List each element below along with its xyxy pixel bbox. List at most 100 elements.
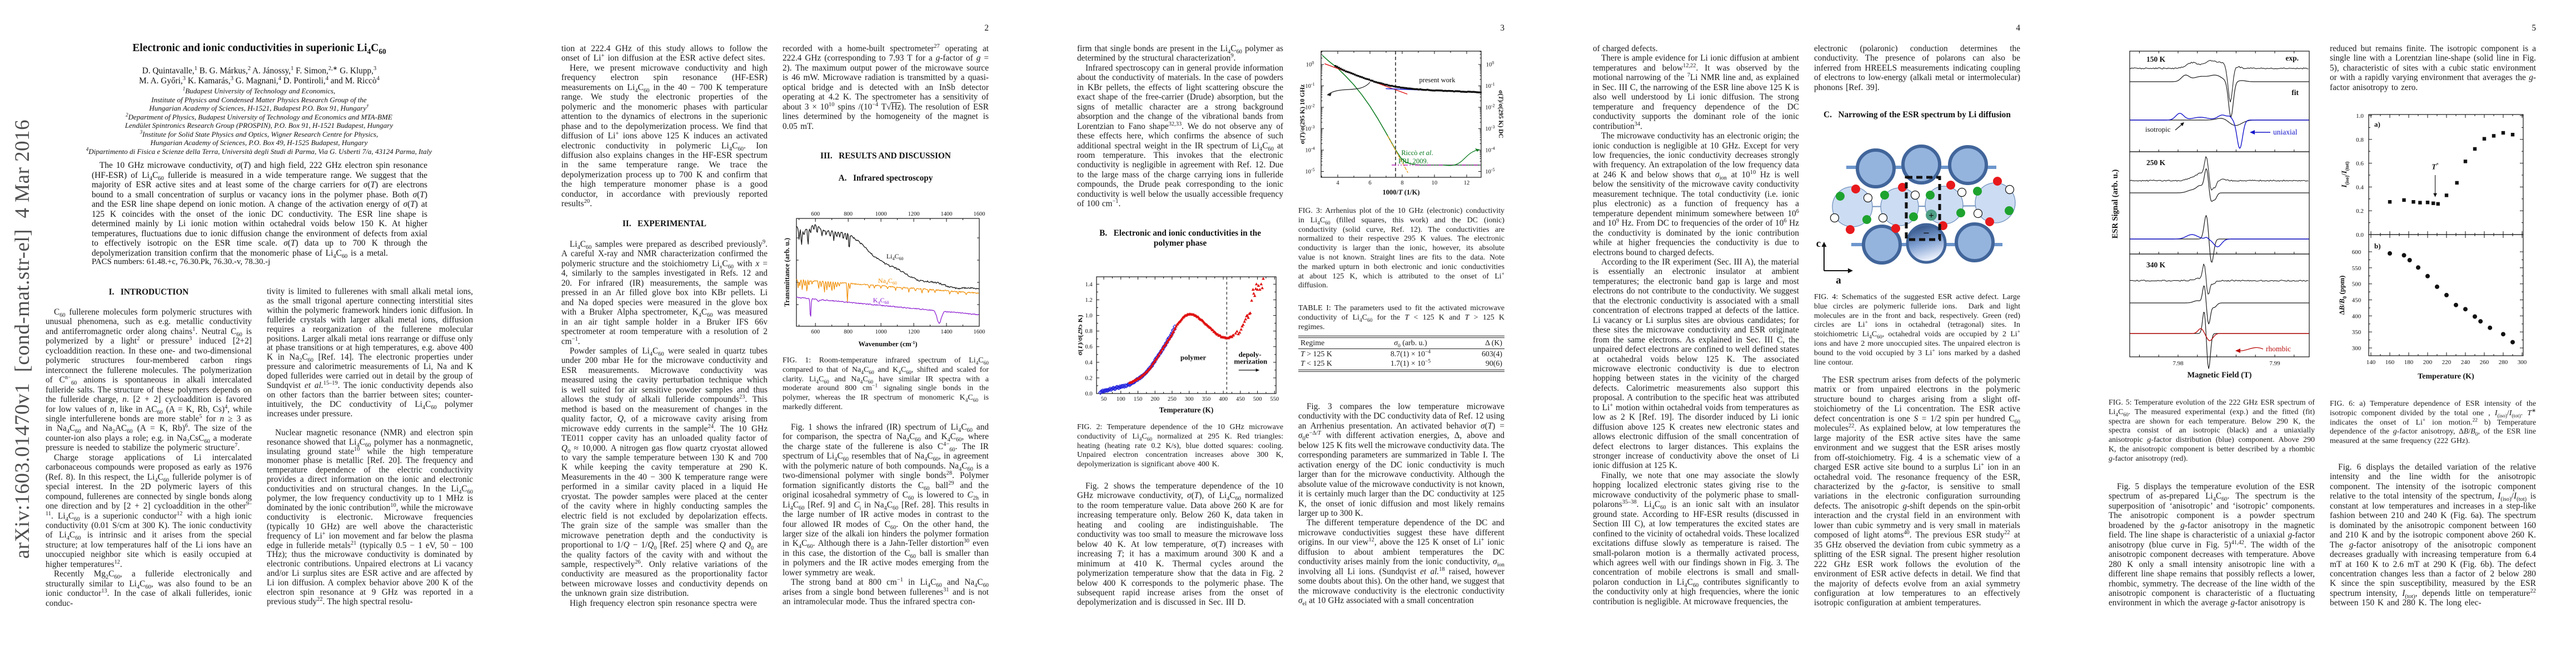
svg-text:a): a) <box>2374 120 2380 128</box>
svg-text:1000: 1000 <box>875 329 887 335</box>
svg-text:12: 12 <box>1464 180 1470 186</box>
svg-text:10-1: 10-1 <box>1485 82 1494 89</box>
svg-text:140: 140 <box>2366 359 2376 366</box>
svg-text:Wavenumber (cm-1): Wavenumber (cm-1) <box>858 340 917 348</box>
svg-text:180: 180 <box>2404 359 2414 366</box>
svg-text:300: 300 <box>2518 359 2527 366</box>
svg-text:10-5: 10-5 <box>1485 167 1494 175</box>
svg-text:Riccò et al.: Riccò et al. <box>1401 149 1433 157</box>
svg-text:present work: present work <box>1419 76 1456 84</box>
svg-text:0.2: 0.2 <box>1085 375 1092 381</box>
svg-text:600: 600 <box>811 329 820 335</box>
svg-text:100: 100 <box>1117 396 1125 402</box>
svg-text:340 K: 340 K <box>2146 261 2166 269</box>
svg-text:0.8: 0.8 <box>1085 328 1092 335</box>
svg-text:PRL 2009.: PRL 2009. <box>1398 157 1428 165</box>
svg-text:350: 350 <box>1202 396 1211 402</box>
svg-text:T*: T* <box>2431 162 2439 171</box>
svg-text:800: 800 <box>844 211 853 217</box>
svg-text:0.4: 0.4 <box>1085 360 1093 366</box>
svg-text:200: 200 <box>1150 396 1159 402</box>
svg-text:300: 300 <box>2352 345 2361 352</box>
svg-text:exp.: exp. <box>2285 54 2299 62</box>
svg-text:Temperature (K): Temperature (K) <box>1159 406 1214 414</box>
svg-text:0.4: 0.4 <box>2356 184 2364 191</box>
svg-text:0.6: 0.6 <box>2356 161 2364 167</box>
svg-text:b): b) <box>2374 242 2381 250</box>
svg-text:Temperature (K): Temperature (K) <box>2418 372 2474 381</box>
svg-text:10-3: 10-3 <box>1305 125 1314 132</box>
svg-text:7.98: 7.98 <box>2173 360 2184 367</box>
svg-text:10-2: 10-2 <box>1485 103 1494 111</box>
svg-text:polymer: polymer <box>1180 354 1206 362</box>
svg-text:Magnetic Field (T): Magnetic Field (T) <box>2188 371 2252 380</box>
svg-text:0.0: 0.0 <box>1085 391 1092 397</box>
svg-text:350: 350 <box>2352 329 2361 336</box>
svg-text:10-5: 10-5 <box>1305 167 1314 175</box>
svg-text:450: 450 <box>1236 396 1245 402</box>
svg-text:σ(T)/σ(295 K): σ(T)/σ(295 K) <box>1078 315 1084 356</box>
svg-text:4: 4 <box>1336 180 1339 186</box>
svg-text:1600: 1600 <box>974 329 985 335</box>
svg-text:σ(T)/σ(295 K) DC: σ(T)/σ(295 K) DC <box>1497 90 1504 138</box>
svg-text:1600: 1600 <box>974 211 985 217</box>
svg-text:8: 8 <box>1401 180 1403 186</box>
svg-text:1.4: 1.4 <box>1085 282 1093 288</box>
svg-text:600: 600 <box>2352 249 2361 256</box>
svg-text:500: 500 <box>1253 396 1262 402</box>
svg-text:1.0: 1.0 <box>2356 113 2364 120</box>
svg-text:σ(T)/σ(295 K) 10 GHz: σ(T)/σ(295 K) 10 GHz <box>1299 84 1306 144</box>
svg-text:280: 280 <box>2499 359 2508 366</box>
svg-text:500: 500 <box>2352 281 2361 288</box>
svg-text:10-4: 10-4 <box>1305 146 1314 154</box>
svg-text:150 K: 150 K <box>2146 55 2166 63</box>
svg-text:+: + <box>1929 210 1934 221</box>
svg-text:160: 160 <box>2385 359 2395 366</box>
svg-text:300: 300 <box>1185 396 1194 402</box>
svg-text:50: 50 <box>1101 396 1107 402</box>
svg-text:10-1: 10-1 <box>1305 82 1314 89</box>
svg-text:fit: fit <box>2291 88 2299 97</box>
svg-text:550: 550 <box>1270 396 1279 402</box>
svg-text:220: 220 <box>2442 359 2452 366</box>
svg-text:1000/T (1/K): 1000/T (1/K) <box>1382 188 1419 196</box>
svg-text:isotropic: isotropic <box>2145 125 2171 133</box>
svg-text:6: 6 <box>1368 180 1371 186</box>
svg-text:7.99: 7.99 <box>2269 360 2280 367</box>
svg-text:10-2: 10-2 <box>1305 103 1314 111</box>
svg-text:0.8: 0.8 <box>2356 137 2364 143</box>
svg-text:rhombic: rhombic <box>2266 345 2291 353</box>
svg-text:1400: 1400 <box>941 211 953 217</box>
svg-text:800: 800 <box>844 329 853 335</box>
svg-text:200: 200 <box>2423 359 2433 366</box>
svg-text:100: 100 <box>1306 61 1314 68</box>
svg-text:−: − <box>1923 227 1929 240</box>
svg-text:K4C60: K4C60 <box>873 296 889 305</box>
svg-text:depoly-: depoly- <box>1238 350 1261 359</box>
svg-text:1.0: 1.0 <box>1085 313 1092 319</box>
svg-text:1400: 1400 <box>941 329 953 335</box>
svg-text:Li4C60: Li4C60 <box>886 252 904 261</box>
svg-text:100: 100 <box>1486 61 1494 68</box>
svg-text:10: 10 <box>1432 180 1438 186</box>
svg-text:600: 600 <box>811 211 820 217</box>
svg-text:0.6: 0.6 <box>1085 344 1092 350</box>
svg-text:250 K: 250 K <box>2146 158 2166 167</box>
svg-text:uniaxial: uniaxial <box>2273 128 2298 136</box>
svg-text:240: 240 <box>2461 359 2470 366</box>
svg-text:a: a <box>1836 275 1841 286</box>
svg-text:c: c <box>1816 238 1821 250</box>
svg-text:ΔB/B0 (ppm): ΔB/B0 (ppm) <box>2338 276 2348 315</box>
svg-text:0.0: 0.0 <box>2356 232 2364 238</box>
svg-text:Transmittance (arb. u.): Transmittance (arb. u.) <box>783 238 791 307</box>
svg-text:1200: 1200 <box>908 329 920 335</box>
svg-text:150: 150 <box>1134 396 1143 402</box>
svg-text:10-4: 10-4 <box>1485 146 1494 154</box>
svg-text:450: 450 <box>2352 297 2361 304</box>
svg-text:1.2: 1.2 <box>1085 297 1092 303</box>
svg-text:0.2: 0.2 <box>2356 208 2364 215</box>
svg-text:I(iso)/I(tot): I(iso)/I(tot) <box>2340 162 2350 188</box>
svg-text:1000: 1000 <box>875 211 887 217</box>
svg-text:Na4C60: Na4C60 <box>878 277 897 286</box>
svg-text:550: 550 <box>2352 265 2361 272</box>
